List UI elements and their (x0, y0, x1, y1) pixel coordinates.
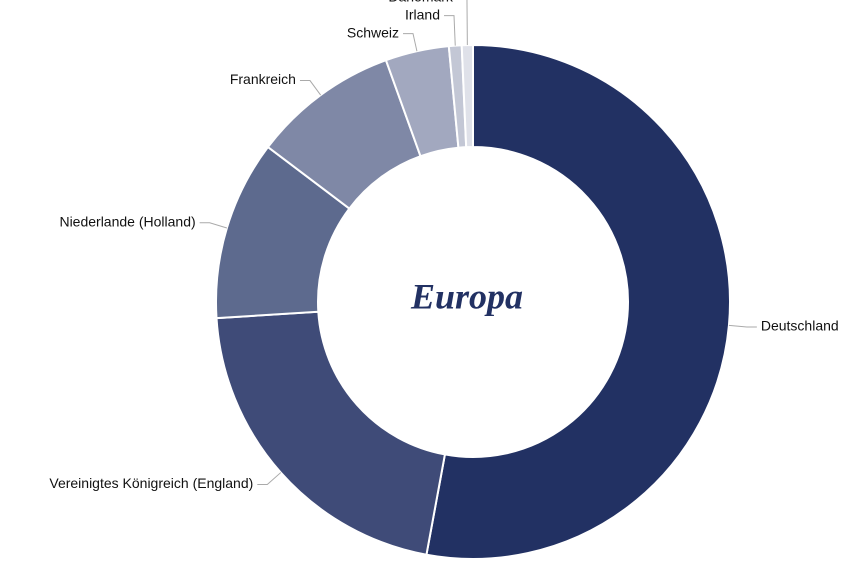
leader-line (728, 324, 757, 328)
slice-label: Schweiz (347, 24, 399, 40)
slice-label: Vereinigtes Königreich (England) (49, 475, 253, 491)
leader-line (466, 0, 468, 46)
center-text: Europa (410, 276, 523, 316)
slice-label: Deutschland (761, 318, 839, 334)
slice (460, 43, 474, 149)
slice-label: Dänemark (388, 0, 454, 4)
slice (425, 43, 731, 560)
slice-label: Frankreich (230, 71, 296, 87)
leader-line (257, 472, 282, 486)
leader-line (403, 33, 418, 52)
slice-label: Niederlande (Holland) (59, 213, 195, 229)
slice-label: Irland (405, 6, 440, 22)
leader-line (299, 80, 322, 96)
slice (215, 310, 447, 556)
leader-line (444, 15, 456, 46)
leader-line (199, 222, 228, 229)
